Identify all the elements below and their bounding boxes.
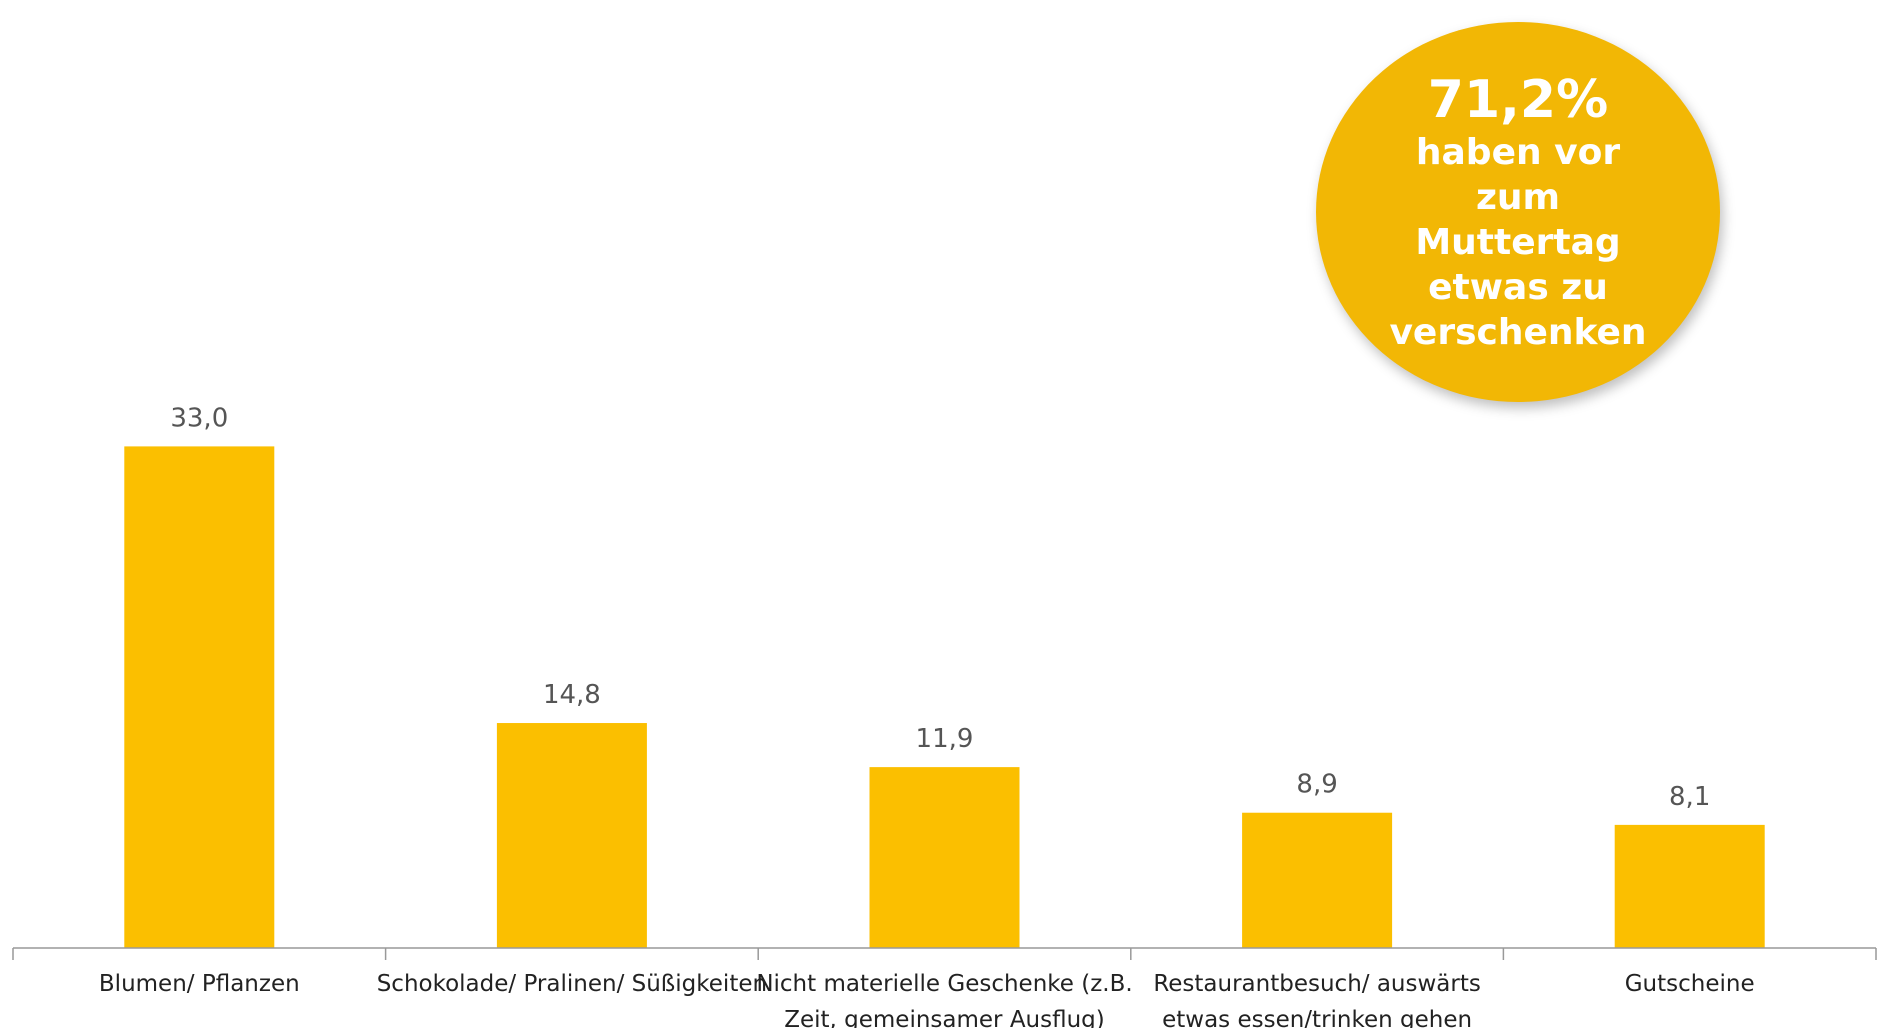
category-label: etwas essen/trinken gehen <box>1162 1007 1472 1028</box>
bar <box>496 723 647 948</box>
bar-value-label: 8,1 <box>1669 782 1710 812</box>
bar <box>1242 812 1393 948</box>
callout-badge: 71,2% haben vor zum Muttertag etwas zu v… <box>1316 22 1720 402</box>
bar <box>124 446 275 948</box>
bar-value-label: 33,0 <box>170 403 228 433</box>
bar-value-label: 14,8 <box>543 680 601 710</box>
category-label: Gutscheine <box>1625 971 1755 997</box>
category-label: Zeit, gemeinsamer Ausflug) <box>784 1007 1105 1028</box>
category-label: Restaurantbesuch/ auswärts <box>1153 971 1481 997</box>
callout-text: haben vor zum Muttertag etwas zu versche… <box>1389 131 1647 353</box>
category-label: Nicht materielle Geschenke (z.B. <box>756 971 1132 997</box>
bar-value-label: 8,9 <box>1296 770 1337 800</box>
callout-value: 71,2% <box>1427 69 1609 130</box>
bar-value-label: 11,9 <box>916 724 974 754</box>
category-label: Schokolade/ Pralinen/ Süßigkeiten <box>377 971 767 997</box>
category-label: Blumen/ Pflanzen <box>99 971 300 997</box>
bar <box>869 767 1020 948</box>
bar <box>1614 824 1765 948</box>
